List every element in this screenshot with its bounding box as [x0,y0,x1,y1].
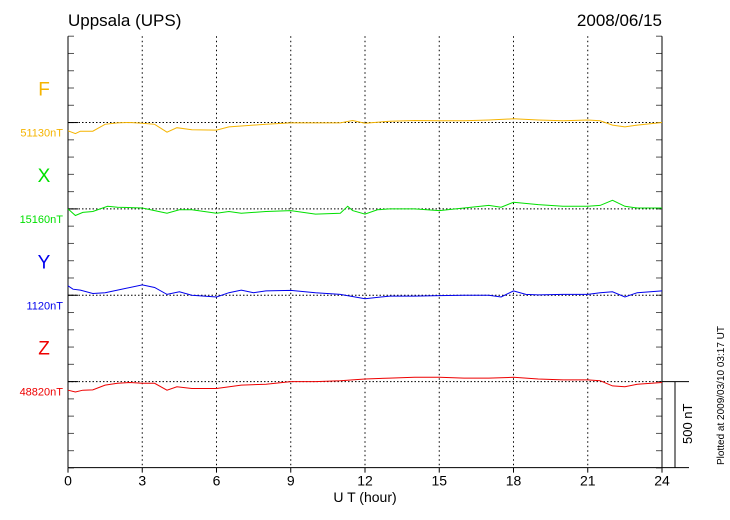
chart-date: 2008/06/15 [577,11,662,30]
x-tick-label: 15 [431,473,447,489]
x-tick-label: 18 [506,473,522,489]
x-tick-label: 24 [654,473,670,489]
series-name-x: X [38,166,51,187]
series-line-z [67,376,663,393]
x-tick-label: 9 [287,473,295,489]
series-name-f: F [38,80,50,101]
series-baseline-z: 48820nT [20,387,64,399]
x-tick-label: 3 [138,473,146,489]
scale-bar-label: 500 nT [680,403,695,444]
x-tick-label: 0 [64,473,72,489]
series-baseline-x: 15160nT [20,214,64,226]
x-tick-label: 21 [580,473,596,489]
plotted-at-footnote: Plotted at 2009/03/10 03:17 UT [716,326,727,465]
chart-title: Uppsala (UPS) [68,11,181,30]
series-name-y: Y [38,252,51,273]
series-line-f [67,118,663,135]
series-baseline-y: 1120nT [27,300,64,312]
x-tick-label: 6 [213,473,221,489]
series-line-y [67,284,663,300]
x-axis-label: U T (hour) [333,489,396,505]
series-baseline-f: 51130nT [20,128,63,140]
series-name-z: Z [38,339,50,360]
series-line-x [67,199,662,217]
x-tick-label: 12 [357,473,373,489]
